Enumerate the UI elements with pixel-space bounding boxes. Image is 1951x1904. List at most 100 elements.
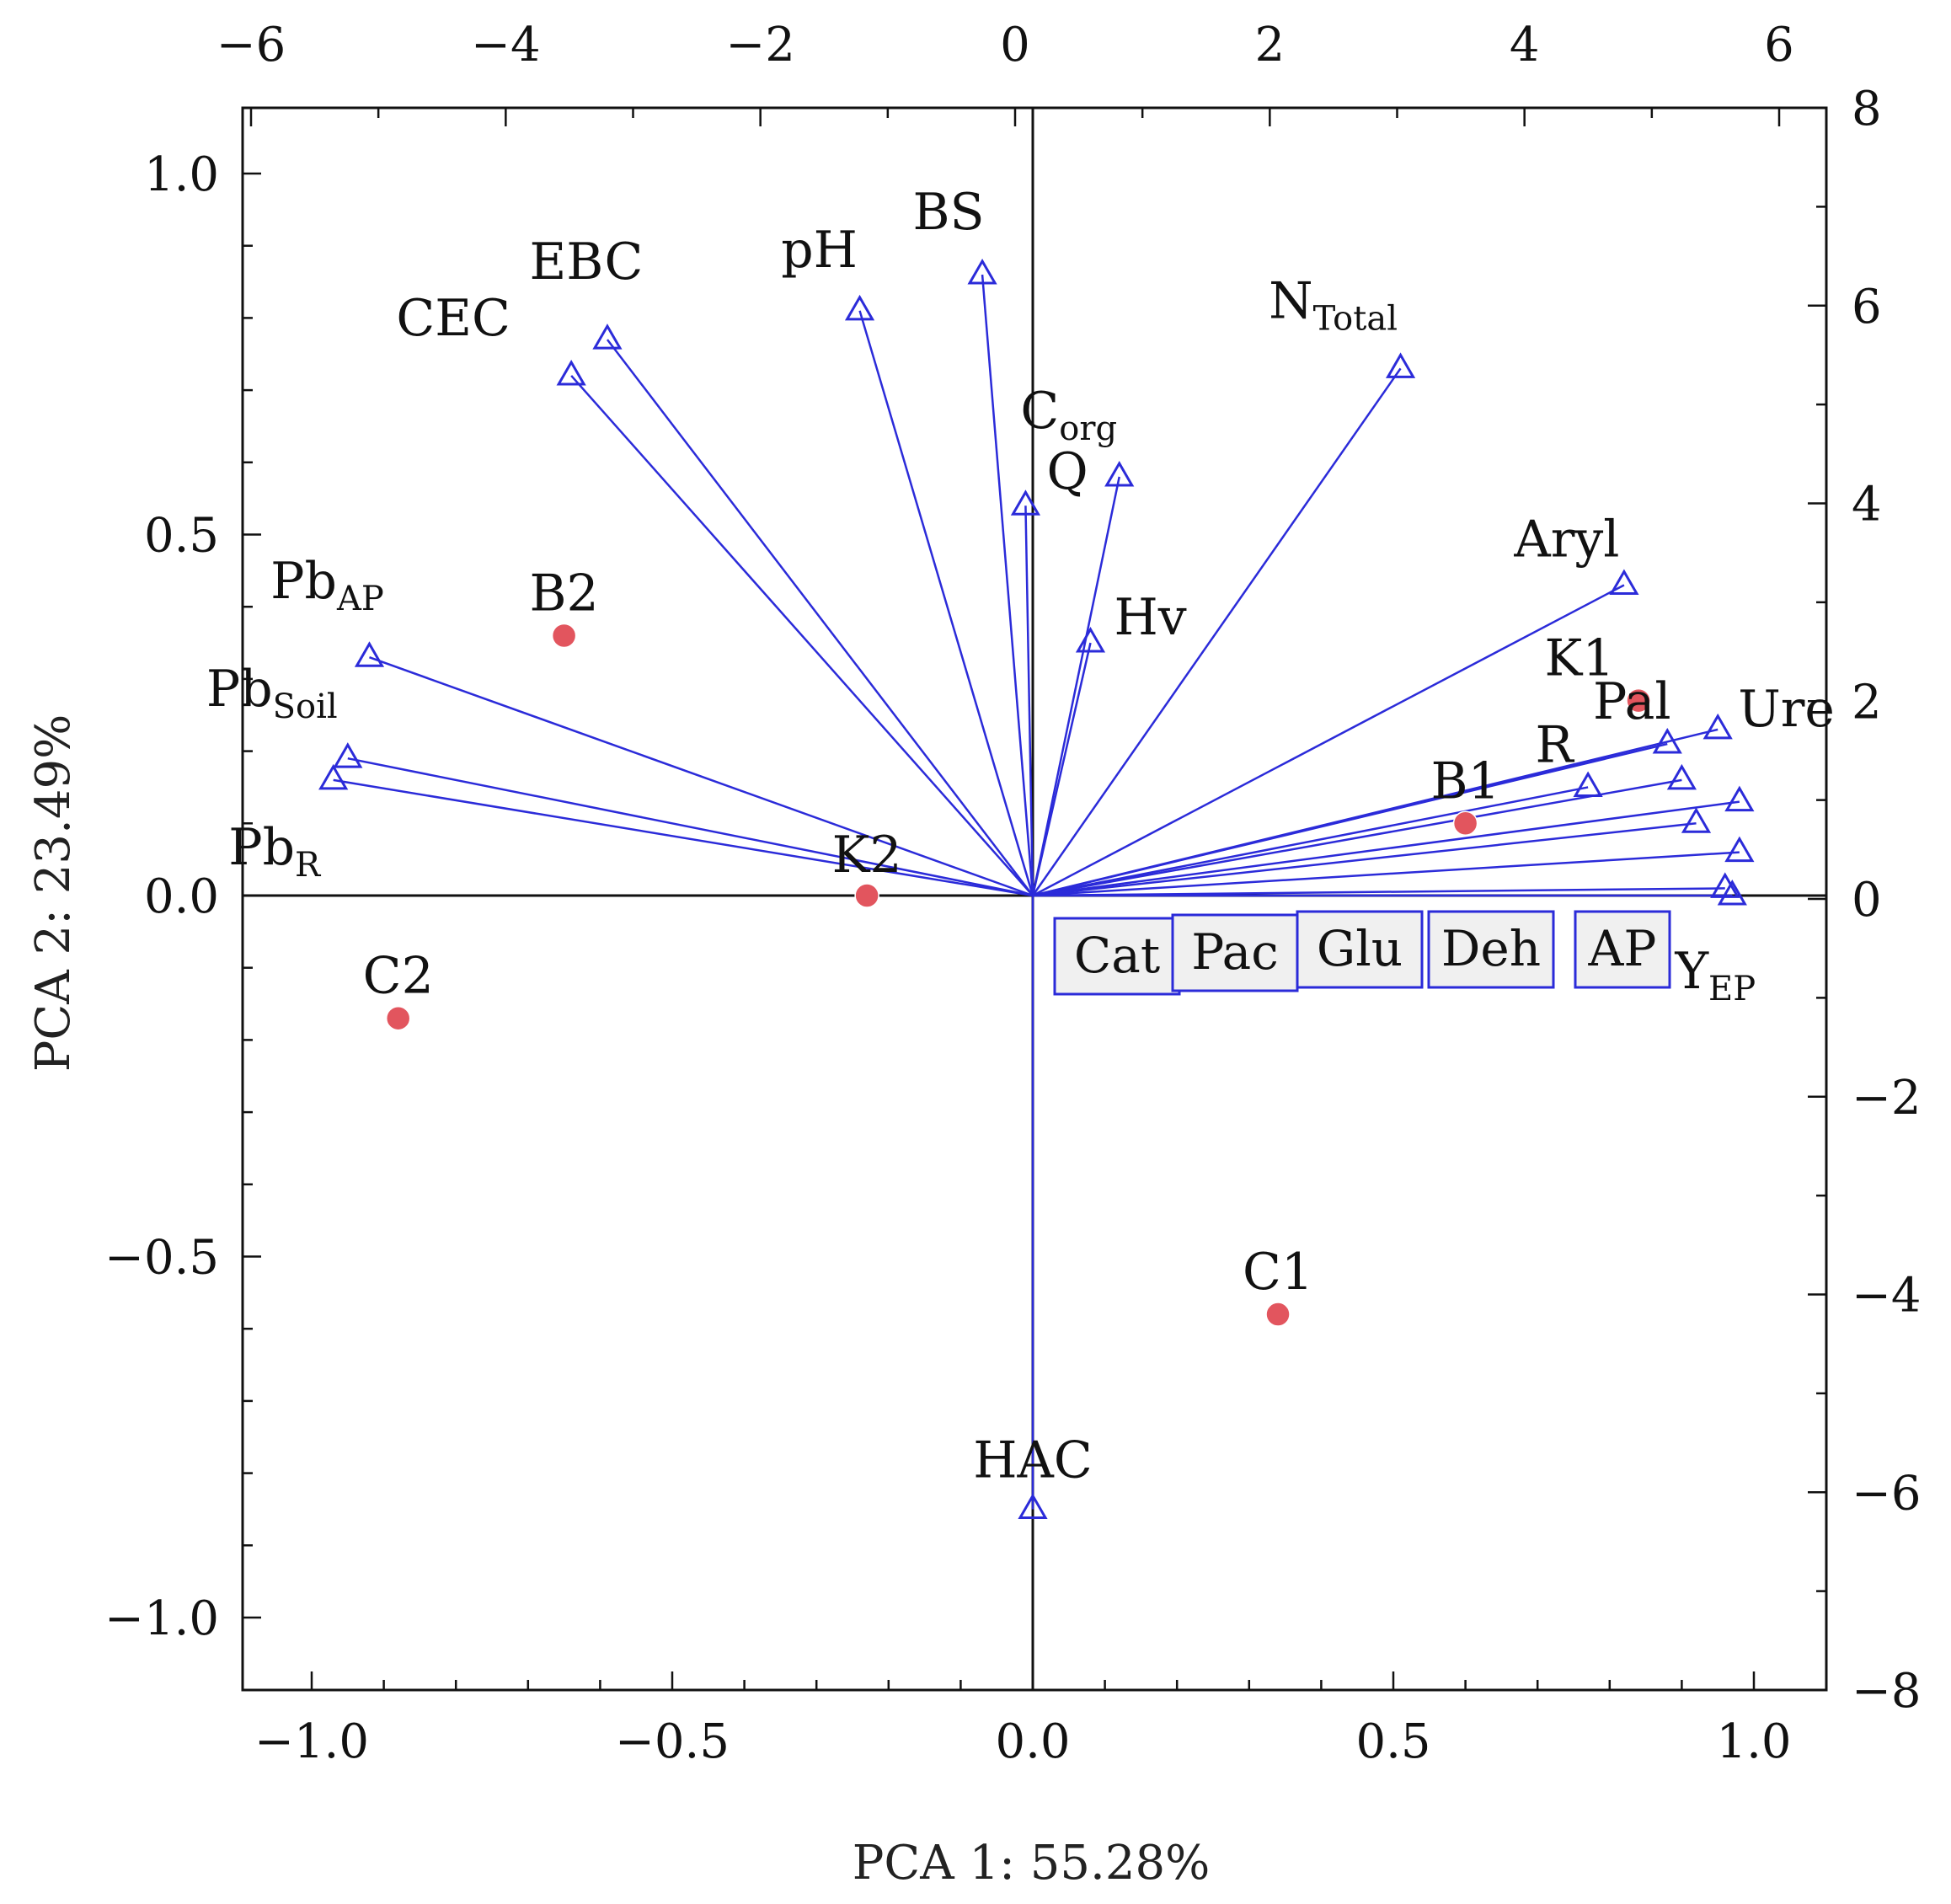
variable-label: HAC [973, 1431, 1093, 1490]
variable-label: R [1536, 715, 1575, 774]
boxed-label-frame [1574, 910, 1671, 989]
variable-label: Ure [1738, 680, 1835, 739]
y-tick-label: 0.5 [144, 509, 219, 564]
boxed-label-frame [1053, 917, 1181, 996]
loading-vector [1031, 642, 1092, 896]
variable-label: CEC [396, 289, 510, 348]
vector-marker-pac [1724, 785, 1755, 812]
loading-vectors [318, 258, 1755, 1519]
variable-label: Pac [1191, 923, 1278, 981]
right-tick-label: 2 [1852, 675, 1882, 730]
loading-vector [1032, 887, 1725, 897]
y-tick-label: 0.0 [144, 869, 219, 924]
variable-label: YEP [1674, 942, 1756, 1008]
y-tick-label: −0.5 [104, 1231, 219, 1286]
loading-vector [1032, 786, 1589, 897]
case-label: K1 [1545, 629, 1615, 688]
variable-label: PbAP [270, 552, 384, 618]
vector-marker-glu [1681, 807, 1712, 833]
loading-vector [1032, 584, 1625, 897]
right-tick-label: 4 [1852, 478, 1882, 532]
vector-marker-corg [1104, 460, 1135, 487]
top-tick-label: 0 [1000, 18, 1030, 72]
variable-label: Cat [1074, 927, 1160, 984]
right-tick-label: −4 [1852, 1269, 1922, 1324]
variable-label: Aryl [1513, 510, 1619, 569]
right-tick-label: −6 [1852, 1466, 1922, 1521]
loading-vector [1031, 476, 1120, 896]
case-point-b2 [551, 623, 577, 649]
top-tick-label: 4 [1510, 18, 1540, 72]
x-tick-label: −0.5 [615, 1714, 730, 1769]
case-label: C2 [363, 947, 434, 1006]
vector-marker-ebc [592, 324, 623, 350]
case-label: B2 [529, 564, 598, 623]
case-point-k1 [1626, 687, 1651, 714]
vector-marker-ph [844, 294, 875, 321]
case-point-c1 [1265, 1302, 1291, 1327]
loading-vector [1032, 800, 1740, 897]
top-tick-label: 2 [1255, 18, 1286, 72]
case-label: B1 [1430, 751, 1499, 810]
y-axis-title: PCA 2: 23.49% [26, 714, 81, 1072]
loading-vector [570, 375, 1034, 896]
vector-marker-pbap [354, 641, 385, 667]
vector-marker-bs [967, 258, 997, 285]
vector-marker-r [1573, 771, 1603, 797]
variable-label: EBC [529, 233, 643, 291]
vector-marker-cat [1666, 763, 1697, 790]
y-tick-label: −1.0 [104, 1591, 219, 1646]
loading-vector [606, 339, 1034, 896]
variable-label: Deh [1441, 920, 1541, 977]
vector-marker-hac [1018, 1493, 1048, 1519]
variable-label: Hv [1114, 588, 1186, 647]
variable-label: Pal [1593, 672, 1671, 731]
boxed-label-frame [1427, 910, 1555, 989]
top-tick-label: −4 [471, 18, 541, 72]
right-tick-label: 6 [1852, 280, 1882, 334]
loading-vector [1024, 505, 1034, 896]
right-tick-label: 8 [1852, 82, 1882, 136]
top-tick-label: 6 [1764, 18, 1794, 72]
right-tick-label: 0 [1852, 873, 1882, 928]
y-tick-label: 1.0 [144, 147, 219, 202]
variable-label: Glu [1317, 920, 1403, 977]
loading-vector [1032, 851, 1740, 897]
loading-vector [1032, 778, 1682, 897]
right-tick-label: −8 [1852, 1664, 1922, 1719]
case-point-b1 [1452, 810, 1478, 837]
variable-label: Corg [1020, 382, 1117, 448]
top-tick-label: −6 [216, 18, 286, 72]
loading-vector [347, 757, 1034, 897]
vector-marker-cec [556, 359, 586, 386]
variable-label: AP [1588, 920, 1657, 977]
vector-marker-ure [1702, 713, 1733, 740]
vector-marker-pbr [318, 763, 349, 790]
vector-marker-pal [1652, 728, 1682, 754]
loading-vector [369, 656, 1034, 897]
vector-marker-aryl [1609, 569, 1639, 595]
variable-label: pH [781, 221, 858, 280]
loading-vector [858, 310, 1034, 896]
loading-vector [1032, 742, 1668, 897]
x-axis-title: PCA 1: 55.28% [853, 1836, 1211, 1891]
vector-marker-pbsoil [333, 742, 363, 768]
boxed-label-frame [1296, 910, 1424, 989]
boxed-label-frame [1171, 913, 1299, 992]
x-tick-label: 1.0 [1716, 1714, 1791, 1769]
loading-vector [1032, 822, 1697, 897]
case-label: K2 [832, 826, 902, 885]
variable-label: BS [912, 183, 984, 242]
top-tick-label: −2 [725, 18, 795, 72]
case-point-c2 [385, 1005, 411, 1031]
variable-label: PbR [228, 818, 322, 885]
vector-marker-q [1010, 489, 1041, 516]
vector-marker-deh [1724, 836, 1755, 863]
case-points [385, 623, 1651, 1327]
variable-label: PbSoil [206, 660, 338, 726]
case-label: C1 [1243, 1243, 1313, 1302]
x-tick-label: 0.0 [995, 1714, 1070, 1769]
variable-label: Q [1046, 442, 1088, 501]
